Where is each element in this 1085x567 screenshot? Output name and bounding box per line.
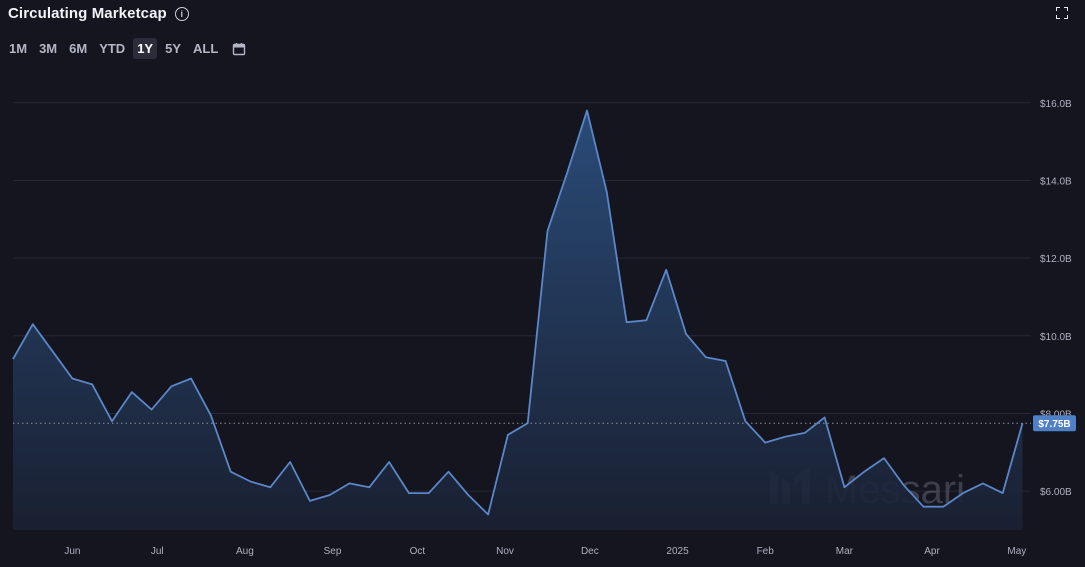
chart-header: Circulating Marketcap i [8,5,189,22]
y-tick-label: $14.0B [1040,176,1072,187]
last-value-badge-bg [1033,415,1076,432]
last-value-label: $7.75B [1038,419,1070,430]
y-tick-label: $8.00B [1040,409,1072,420]
x-tick-label: Feb [757,546,775,557]
chart-title: Circulating Marketcap [8,5,167,22]
range-1m-button[interactable]: 1M [9,41,28,56]
range-5y-button[interactable]: 5Y [165,41,181,56]
series-layer [12,109,1024,530]
x-tick-label: Apr [924,546,940,557]
series-line [12,109,1024,516]
last-value-badge: $7.75B [13,415,1076,432]
y-tick-label: $12.0B [1040,254,1072,265]
x-axis-ticks: Jun Jul Aug Sep Oct Nov Dec 2025 Feb Mar Apr May [64,546,1026,557]
range-ytd-button[interactable]: YTD [99,41,126,56]
x-tick-label: Jun [64,546,80,557]
y-tick-label: $16.0B [1040,99,1072,110]
range-selector: 1M 3M 6M YTD 1Y 5Y ALL [5,38,246,59]
y-tick-label: $6.00B [1040,487,1072,498]
x-tick-label: Nov [496,546,514,557]
x-tick-label: Dec [581,546,599,557]
x-tick-label: Mar [836,546,854,557]
x-tick-label: Aug [236,546,254,557]
range-6m-button[interactable]: 6M [69,41,88,56]
area-fill [13,110,1023,530]
x-tick-label: Sep [324,546,342,557]
calendar-icon[interactable] [232,42,246,56]
info-icon[interactable]: i [174,6,189,21]
x-tick-label: Jul [151,546,164,557]
range-3m-button[interactable]: 3M [39,41,58,56]
y-tick-label: $10.0B [1040,332,1072,343]
x-tick-label: Oct [410,546,426,557]
range-1y-button[interactable]: 1Y [133,38,158,59]
x-tick-label: 2025 [666,546,689,557]
x-tick-label: May [1007,546,1026,557]
range-all-button[interactable]: ALL [193,41,219,56]
y-axis-ticks: $6.00B $8.00B $10.0B $12.0B $14.0B $16.0B [1040,99,1072,498]
